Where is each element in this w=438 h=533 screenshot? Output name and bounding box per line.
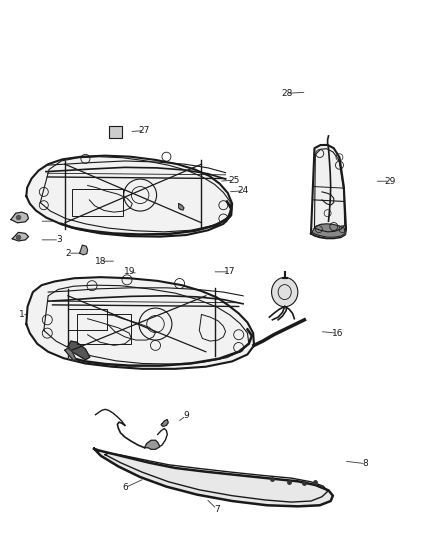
Text: 27: 27	[139, 126, 150, 135]
Text: 25: 25	[229, 176, 240, 184]
Polygon shape	[94, 449, 333, 506]
Polygon shape	[68, 341, 90, 360]
Polygon shape	[161, 419, 168, 426]
Text: 14: 14	[150, 346, 161, 355]
Text: 2: 2	[65, 249, 71, 257]
Polygon shape	[311, 145, 346, 238]
Text: 4: 4	[54, 217, 60, 225]
Text: 7: 7	[214, 505, 220, 513]
Polygon shape	[312, 224, 345, 237]
Text: 13: 13	[226, 321, 238, 329]
Text: 8: 8	[363, 459, 369, 468]
Text: 24: 24	[237, 187, 249, 195]
Text: 29: 29	[384, 177, 396, 185]
Text: 1: 1	[19, 310, 25, 319]
Polygon shape	[145, 440, 160, 449]
Ellipse shape	[272, 278, 298, 307]
Text: 20: 20	[91, 198, 102, 207]
Polygon shape	[26, 156, 232, 237]
Bar	[68, 309, 107, 330]
Bar	[109, 126, 122, 138]
Polygon shape	[80, 245, 88, 255]
Text: 16: 16	[332, 329, 343, 337]
Text: 18: 18	[95, 257, 106, 265]
Text: 12: 12	[233, 340, 244, 348]
Text: 22: 22	[139, 189, 150, 197]
Text: 10: 10	[128, 337, 139, 345]
Polygon shape	[12, 232, 28, 241]
Text: 9: 9	[183, 411, 189, 420]
Polygon shape	[65, 348, 75, 361]
Bar	[72, 189, 123, 216]
Text: 21: 21	[108, 190, 120, 199]
Polygon shape	[11, 212, 28, 223]
Text: 15: 15	[198, 297, 209, 305]
Text: 6: 6	[122, 483, 128, 492]
Polygon shape	[179, 204, 184, 210]
Text: 11: 11	[40, 329, 52, 337]
Text: 28: 28	[281, 89, 293, 98]
Bar	[77, 314, 131, 344]
Polygon shape	[26, 277, 254, 369]
Text: 17: 17	[224, 268, 236, 276]
Text: 3: 3	[56, 236, 62, 244]
Text: 23: 23	[178, 192, 190, 200]
Text: 19: 19	[124, 268, 135, 276]
